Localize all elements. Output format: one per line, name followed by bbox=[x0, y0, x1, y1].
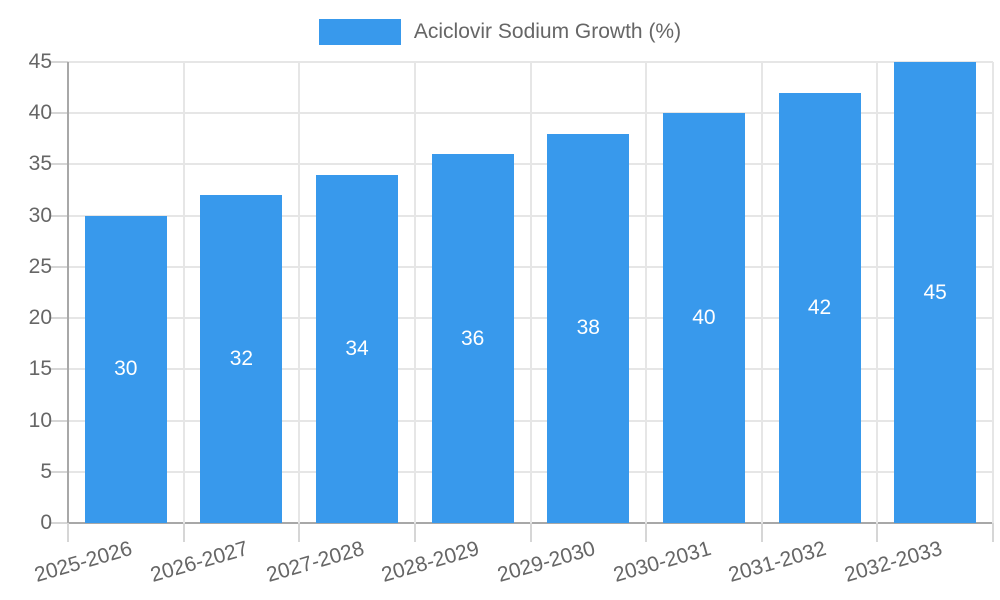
y-tick-mark bbox=[49, 317, 68, 320]
y-axis-tick-label: 5 bbox=[40, 459, 52, 483]
bar-value-label: 42 bbox=[807, 295, 832, 319]
bar[interactable] bbox=[431, 154, 514, 523]
bar-value-label: 32 bbox=[229, 347, 254, 371]
gridline-vertical bbox=[182, 62, 185, 523]
legend: Aciclovir Sodium Growth (%) bbox=[0, 19, 1000, 45]
y-tick-mark bbox=[49, 112, 68, 115]
gridline-vertical bbox=[529, 62, 532, 523]
y-tick-mark bbox=[49, 368, 68, 371]
x-axis-tick-label: 2029-2030 bbox=[494, 537, 598, 587]
y-axis-tick-label: 45 bbox=[28, 50, 52, 73]
x-tick-mark bbox=[760, 523, 763, 542]
y-axis-tick-label: 15 bbox=[28, 357, 52, 381]
y-tick-mark bbox=[49, 61, 68, 63]
y-axis-tick-label: 30 bbox=[28, 203, 52, 227]
bar-value-label: 34 bbox=[345, 336, 369, 360]
legend-swatch-icon bbox=[318, 19, 401, 45]
x-tick-mark bbox=[992, 523, 994, 542]
y-axis-tick-label: 0 bbox=[40, 511, 52, 534]
x-axis-tick-label: 2030-2031 bbox=[610, 537, 714, 587]
y-axis-tick-label: 10 bbox=[28, 408, 52, 432]
gridline-vertical bbox=[298, 62, 301, 523]
x-axis-tick-label: 2026-2027 bbox=[147, 537, 251, 587]
bar[interactable] bbox=[200, 195, 283, 523]
y-axis-tick-label: 25 bbox=[28, 254, 52, 278]
bar-value-label: 30 bbox=[114, 357, 138, 381]
bar-value-label: 40 bbox=[692, 306, 716, 330]
x-axis-tick-label: 2032-2033 bbox=[841, 537, 945, 587]
gridline-vertical bbox=[876, 62, 879, 523]
y-axis-tick-label: 20 bbox=[28, 306, 52, 330]
bar[interactable] bbox=[662, 113, 745, 523]
y-tick-mark bbox=[49, 470, 68, 473]
y-axis-tick-label: 35 bbox=[28, 152, 52, 176]
x-tick-mark bbox=[298, 523, 301, 542]
x-axis-tick-label: 2028-2029 bbox=[379, 537, 483, 587]
y-axis-line bbox=[67, 62, 69, 523]
y-tick-mark bbox=[49, 214, 68, 217]
gridline-vertical bbox=[992, 62, 994, 523]
bar[interactable] bbox=[778, 92, 861, 523]
bar[interactable] bbox=[894, 62, 977, 523]
x-tick-mark bbox=[182, 523, 185, 542]
legend-label: Aciclovir Sodium Growth (%) bbox=[413, 20, 682, 43]
bar[interactable] bbox=[316, 174, 399, 523]
y-tick-mark bbox=[49, 163, 68, 166]
x-axis-tick-label: 2027-2028 bbox=[263, 537, 367, 587]
legend-item[interactable]: Aciclovir Sodium Growth (%) bbox=[318, 19, 682, 45]
x-tick-mark bbox=[67, 523, 69, 542]
x-axis-tick-label: 2031-2032 bbox=[726, 537, 829, 587]
bar-value-label: 45 bbox=[923, 280, 947, 304]
x-tick-mark bbox=[876, 523, 879, 542]
gridline-vertical bbox=[645, 62, 648, 523]
gridline-vertical bbox=[413, 62, 416, 523]
bar[interactable] bbox=[547, 133, 630, 523]
y-tick-mark bbox=[49, 419, 68, 422]
y-tick-mark bbox=[49, 522, 68, 524]
x-tick-mark bbox=[413, 523, 416, 542]
y-axis-tick-label: 40 bbox=[28, 101, 52, 125]
y-tick-mark bbox=[49, 265, 68, 268]
bar[interactable] bbox=[84, 215, 167, 523]
x-axis-tick-label: 2025-2026 bbox=[32, 537, 136, 587]
bar-value-label: 36 bbox=[461, 326, 485, 350]
x-tick-mark bbox=[529, 523, 532, 542]
gridline-vertical bbox=[760, 62, 763, 523]
x-tick-mark bbox=[645, 523, 648, 542]
bar-value-label: 38 bbox=[576, 316, 600, 340]
